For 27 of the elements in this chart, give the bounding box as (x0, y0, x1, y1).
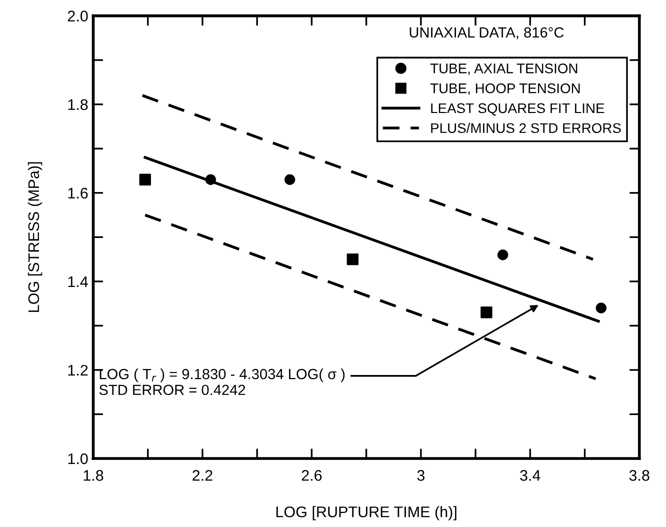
x-tick-label: 2.6 (302, 470, 322, 481)
x-tick-label: 1.8 (84, 470, 104, 481)
point (497, 250, 508, 260)
x-tick-label: 2.2 (192, 470, 212, 481)
point (480, 306, 492, 318)
legend-label: LEAST SQUARES FIT LINE (431, 103, 604, 116)
y-tick-label: 1.4 (68, 276, 88, 287)
legend-label: PLUS/MINUS 2 STD ERRORS (431, 122, 621, 134)
legend-label: TUBE, HOOP TENSION (430, 83, 580, 95)
point (284, 174, 296, 185)
point (205, 174, 216, 185)
x-tick-label: 3.8 (629, 470, 650, 481)
annotation: UNIAXIAL DATA, 816°C (410, 27, 564, 40)
y-tick-label: 1.6 (68, 188, 88, 199)
point (596, 302, 606, 314)
annotation: LOG ( T$_{r}$ ) = 9.1830 - 4.3034 LOG( σ ) STD ERROR = 0.4242 (99, 368, 345, 396)
y-tick-label: 1.8 (68, 99, 88, 110)
legend-label: TUBE, AXIAL TENSION (430, 64, 578, 75)
x-axis-title: LOG [RUPTURE TIME (h)] (276, 506, 456, 520)
y-axis-title: LOG [STRESS (MPa)] (28, 162, 42, 312)
x-tick-label: 3.4 (520, 470, 540, 481)
y-tick-label: 2.0 (68, 10, 88, 22)
x-tick-label: 3 (417, 470, 424, 481)
point (139, 174, 151, 186)
point (346, 253, 358, 266)
y-tick-label: 1.0 (68, 453, 88, 464)
y-tick-label: 1.2 (68, 364, 88, 376)
